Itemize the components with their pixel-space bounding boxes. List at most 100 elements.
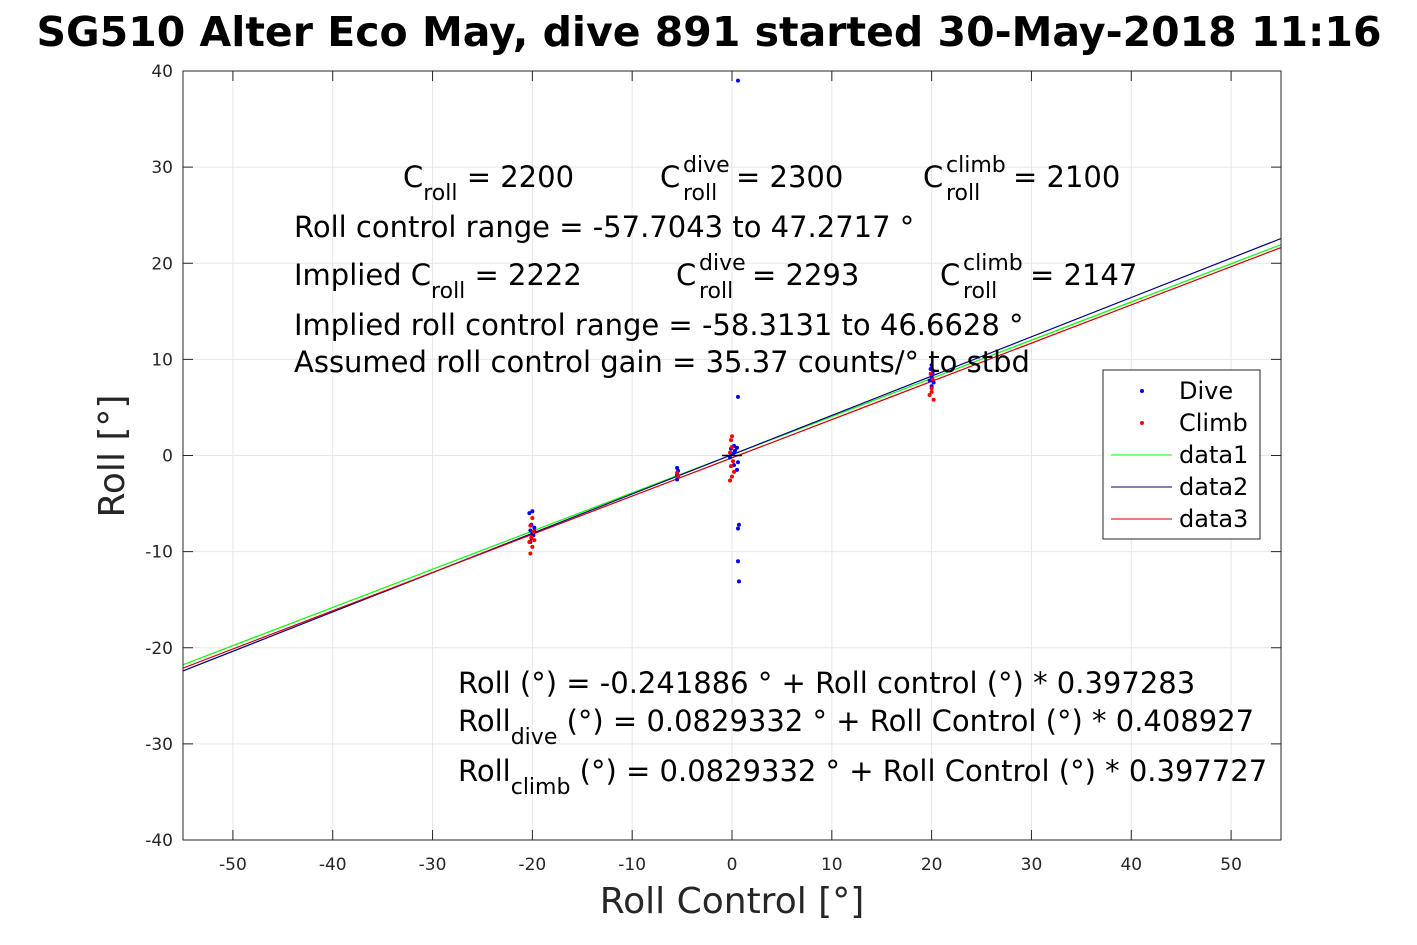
x-tick-label: -30 — [419, 855, 447, 875]
point-climb — [729, 464, 734, 469]
annotation-c-roll-dive-sub: roll — [683, 181, 717, 206]
annotation-c-roll: Croll = 2200 — [403, 160, 574, 206]
y-tick-label: -10 — [145, 543, 173, 563]
annotation-c-roll-dive-sup: dive — [683, 153, 730, 178]
annotation-implied-c-roll-climb-sub: roll — [963, 279, 997, 304]
legend-label-data2: data2 — [1179, 473, 1248, 501]
point-dive — [728, 455, 733, 460]
annotations: Croll = 2200 C dive roll = 2300 C climb … — [294, 153, 1267, 800]
x-tick-label: 40 — [1120, 855, 1142, 875]
point-climb — [728, 478, 733, 483]
point-climb — [728, 450, 733, 455]
x-tick-label: 30 — [1021, 855, 1043, 875]
annotation-assumed-gain: Assumed roll control gain = 35.37 counts… — [294, 345, 1030, 379]
y-tick-label: 40 — [151, 62, 173, 82]
point-climb — [929, 390, 934, 395]
annotation-c-roll-climb-sub: roll — [946, 181, 980, 206]
point-dive — [735, 394, 740, 399]
x-tick-label: -50 — [219, 855, 247, 875]
annotation-implied-c-roll-climb-sup: climb — [963, 251, 1023, 276]
point-climb — [532, 538, 537, 543]
data-points — [527, 78, 936, 584]
point-dive — [530, 509, 535, 514]
annotation-c-roll-climb-value: = 2100 — [1013, 160, 1120, 194]
point-climb — [928, 371, 933, 376]
annotation-c-roll-climb-sup: climb — [946, 153, 1006, 178]
point-dive — [532, 525, 537, 530]
legend-label-data3: data3 — [1179, 505, 1248, 533]
annotation-implied-c-roll-dive: C — [676, 258, 696, 292]
point-climb — [530, 544, 535, 549]
point-climb — [527, 540, 532, 545]
point-climb — [730, 444, 734, 449]
point-dive — [736, 579, 741, 584]
point-dive — [929, 363, 934, 368]
point-dive — [735, 78, 740, 83]
y-tick-label: 0 — [162, 447, 173, 467]
annotation-implied-c-roll-climb-value: = 2147 — [1030, 258, 1137, 292]
annotation-fit-dive: Rolldive (°) = 0.0829332 ° + Roll Contro… — [458, 704, 1254, 750]
point-climb — [730, 434, 734, 439]
point-climb — [531, 529, 536, 534]
annotation-implied-c-roll-dive-sup: dive — [699, 251, 746, 276]
chart-title: SG510 Alter Eco May, dive 891 started 30… — [37, 8, 1382, 56]
x-tick-label: 10 — [821, 855, 843, 875]
axis-ticks: -50 -40 -30 -20 -10 0 10 20 30 40 50 -40 -30 -20 -10 0 1… — [145, 62, 1281, 875]
point-climb — [929, 386, 934, 391]
annotation-fit-climb: Rollclimb (°) = 0.0829332 ° + Roll Contr… — [458, 754, 1267, 800]
annotation-roll-control-range: Roll control range = -57.7043 to 47.2717… — [294, 210, 914, 244]
y-tick-label: 10 — [151, 350, 173, 370]
x-tick-label: -10 — [618, 855, 646, 875]
point-dive — [732, 448, 737, 453]
point-climb — [931, 397, 936, 402]
point-climb — [530, 515, 535, 520]
point-dive — [735, 559, 740, 564]
point-climb — [930, 377, 935, 382]
legend-label-dive: Dive — [1179, 377, 1233, 405]
legend-swatch-dive — [1140, 389, 1144, 393]
legend: Dive Climb data1 data2 data3 — [1102, 369, 1261, 540]
point-climb — [730, 474, 734, 479]
y-tick-label: -40 — [145, 831, 173, 851]
x-tick-label: -40 — [319, 855, 347, 875]
point-climb — [927, 392, 932, 397]
point-dive — [734, 467, 739, 472]
legend-swatch-climb — [1140, 421, 1144, 425]
point-climb — [675, 470, 680, 475]
point-dive — [527, 511, 532, 516]
x-axis-label: Roll Control [°] — [600, 881, 865, 922]
y-tick-label: 30 — [151, 158, 173, 178]
point-climb — [528, 551, 533, 556]
x-tick-label: 0 — [727, 855, 738, 875]
annotation-implied-range: Implied roll control range = -58.3131 to… — [294, 308, 1024, 342]
y-tick-label: -20 — [145, 639, 173, 659]
point-dive — [735, 460, 740, 465]
point-climb — [730, 459, 735, 464]
point-dive — [735, 526, 740, 531]
series-line-data3 — [183, 246, 1281, 669]
annotation-implied-c-roll: Implied Croll = 2222 — [294, 258, 582, 304]
x-tick-label: 20 — [921, 855, 943, 875]
annotation-implied-c-roll-dive-sub: roll — [699, 279, 733, 304]
annotation-c-roll-dive-value: = 2300 — [736, 160, 843, 194]
point-climb — [676, 474, 681, 479]
annotation-fit-all: Roll (°) = -0.241886 ° + Roll control (°… — [458, 666, 1195, 700]
y-tick-label: -30 — [145, 735, 173, 755]
legend-label-data1: data1 — [1179, 441, 1248, 469]
x-tick-label: -20 — [518, 855, 546, 875]
point-dive — [928, 366, 933, 371]
point-dive — [734, 445, 739, 450]
annotation-c-roll-climb: C — [923, 160, 943, 194]
point-climb — [731, 469, 736, 474]
point-climb — [529, 535, 534, 540]
x-tick-label: 50 — [1220, 855, 1242, 875]
annotation-implied-c-roll-climb: C — [940, 258, 960, 292]
point-climb — [729, 438, 734, 443]
y-axis-label: Roll [°] — [92, 395, 133, 518]
annotation-implied-c-roll-dive-value: = 2293 — [752, 258, 859, 292]
y-tick-label: 20 — [151, 254, 173, 274]
annotation-c-roll-dive: C — [660, 160, 680, 194]
legend-label-climb: Climb — [1179, 409, 1248, 437]
point-dive — [736, 522, 741, 527]
